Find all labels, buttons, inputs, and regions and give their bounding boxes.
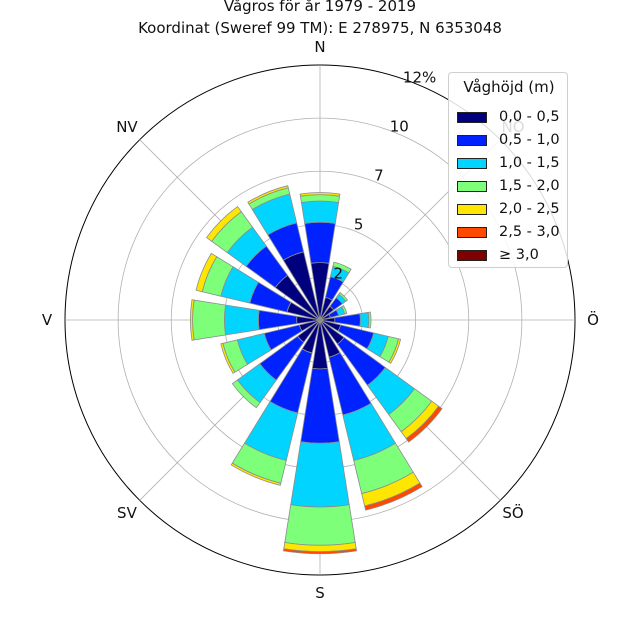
legend-label: 0,5 - 1,0 (499, 132, 560, 148)
bar-segment-S-1,5 - 2,0 (284, 504, 356, 546)
legend-item: 1,0 - 1,5 (457, 153, 560, 173)
bar-segment-SV-1,5 - 2,0 (231, 379, 261, 409)
bar-segment-N-2,0 - 2,5 (299, 192, 341, 197)
legend-item: 2,5 - 3,0 (457, 222, 560, 242)
legend-item: 2,0 - 2,5 (457, 199, 560, 219)
compass-label-V: V (42, 311, 53, 329)
legend-item: ≥ 3,0 (457, 245, 539, 265)
legend-swatch (457, 180, 487, 192)
bar-segment-VNV-2,0 - 2,5 (195, 252, 218, 293)
bar-segment-V-2,0 - 2,5 (190, 299, 195, 341)
legend-swatch (457, 226, 487, 238)
bar-segment-VSV-2,0 - 2,5 (220, 342, 236, 374)
bar-segment-ÖNÖ-1,5 - 2,0 (341, 305, 348, 315)
legend-item: 0,0 - 0,5 (457, 107, 560, 127)
radial-tick-label: 5 (354, 216, 364, 234)
bar-segment-N-0,5 - 1,0 (304, 221, 336, 264)
legend-label: ≥ 3,0 (499, 247, 539, 263)
compass-label-Ö: Ö (587, 310, 599, 329)
bar-segment-SSV-2,0 - 2,5 (230, 462, 282, 486)
legend-label: 2,0 - 2,5 (499, 201, 560, 217)
bar-segment-ÖSÖ-2,0 - 2,5 (388, 338, 402, 364)
chart-title: Vågros för år 1979 - 2019 (223, 0, 417, 15)
bar-segment-NÖ-1,5 - 2,0 (338, 291, 349, 302)
radial-tick-label: 10 (390, 117, 409, 135)
legend-title: Våghöjd (m) (463, 78, 555, 96)
bar-segment-NV-2,0 - 2,5 (205, 205, 242, 242)
bar-segment-NNÖ-1,5 - 2,0 (332, 261, 352, 274)
bar-segment-V-1,0 - 1,5 (223, 304, 260, 336)
legend-swatch (457, 157, 487, 169)
legend-item: 1,5 - 2,0 (457, 176, 560, 196)
compass-label-N: N (314, 38, 325, 56)
radial-tick-labels: 2 5 7 10 12% (333, 68, 436, 282)
bar-segment-V-1,5 - 2,0 (192, 299, 227, 341)
legend-swatch (457, 111, 487, 123)
bar-segment-S-2,5 - 3,0 (282, 548, 358, 555)
chart-subtitle: Koordinat (Sweref 99 TM): E 278975, N 63… (138, 19, 502, 37)
bar-segment-N-1,0 - 1,5 (300, 200, 340, 224)
bar-segment-S-0,5 - 1,0 (300, 367, 340, 444)
bar-segment-S-1,0 - 1,5 (290, 441, 350, 508)
compass-label-SV: SV (117, 504, 138, 522)
bar-segment-N-1,5 - 2,0 (299, 194, 341, 203)
radial-tick-label: 2 (333, 265, 343, 283)
wave-rose-bars (190, 185, 443, 555)
legend-label: 0,0 - 0,5 (499, 109, 560, 125)
legend-swatch (457, 134, 487, 146)
compass-label-NV: NV (116, 118, 138, 136)
compass-label-S: S (315, 584, 325, 602)
legend-swatch (457, 249, 487, 261)
radial-tick-label: 12% (403, 68, 436, 86)
legend-label: 1,0 - 1,5 (499, 155, 560, 171)
bar-segment-SÖ-2,5 - 3,0 (405, 405, 443, 443)
legend-label: 2,5 - 3,0 (499, 224, 560, 240)
legend-item: 0,5 - 1,0 (457, 130, 560, 150)
legend: Våghöjd (m) 0,0 - 0,5 0,5 - 1,0 1,0 - 1,5 1… (448, 72, 568, 268)
bar-segment-NNV-2,0 - 2,5 (247, 185, 289, 205)
legend-swatch (457, 203, 487, 215)
legend-label: 1,5 - 2,0 (499, 178, 560, 194)
bar-segment-Ö-1,0 - 1,5 (359, 311, 370, 329)
compass-label-SÖ: SÖ (502, 503, 523, 522)
bar-segment-SSÖ-2,5 - 3,0 (364, 482, 423, 511)
radial-tick-label: 7 (374, 167, 384, 185)
bar-segment-Ö-1,5 - 2,0 (367, 311, 372, 329)
